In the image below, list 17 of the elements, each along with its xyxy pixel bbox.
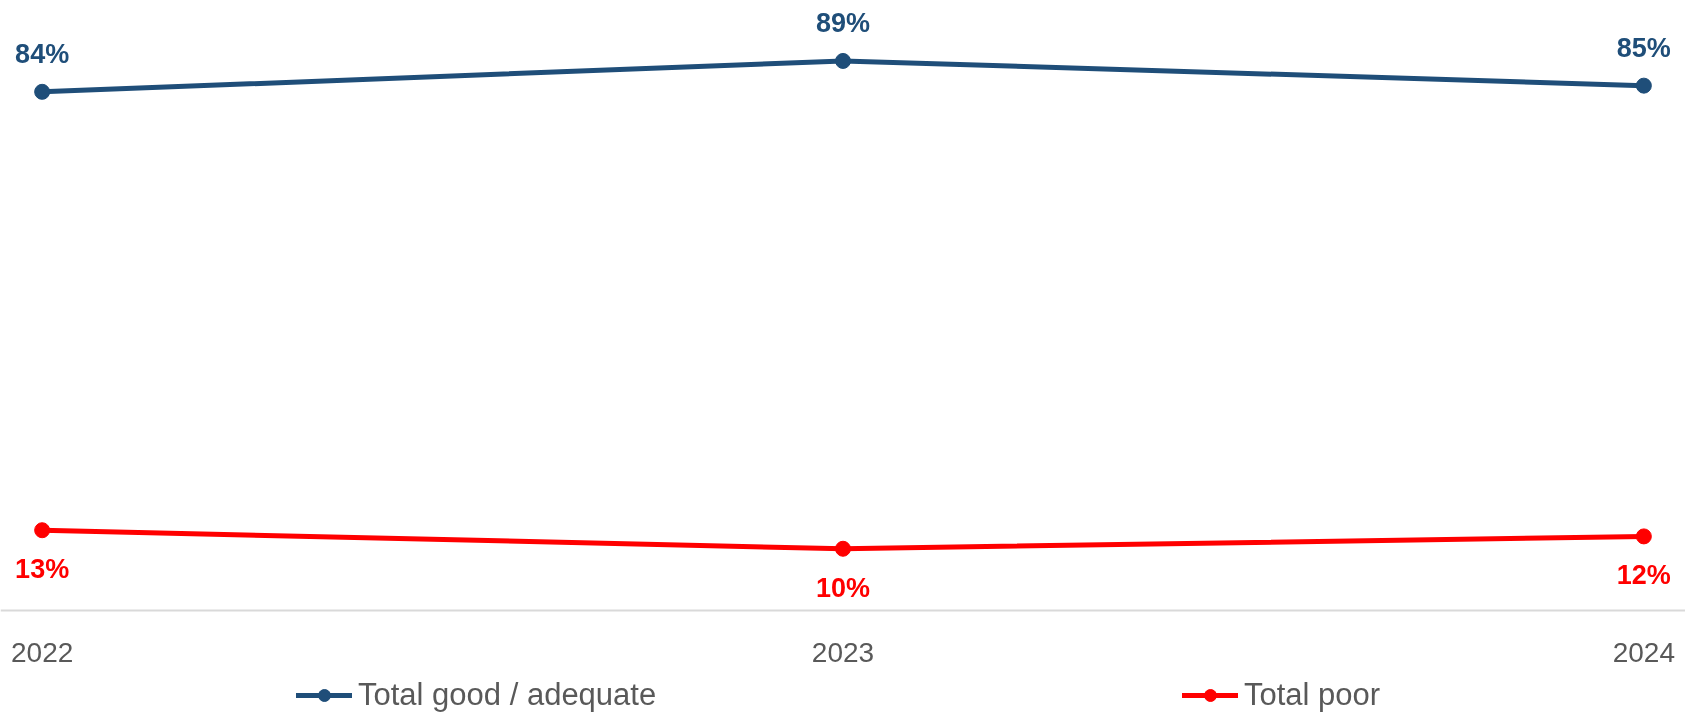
data-label: 13% <box>15 554 70 585</box>
data-label: 84% <box>15 38 70 69</box>
x-tick-label: 2022 <box>11 636 74 668</box>
point <box>835 540 851 557</box>
legend-label: Total poor <box>1244 677 1381 713</box>
point <box>1635 528 1652 545</box>
data-label: 85% <box>1616 32 1671 63</box>
point <box>835 52 851 69</box>
point <box>1635 77 1652 94</box>
x-tick-label: 2024 <box>1612 636 1676 668</box>
point <box>34 522 51 539</box>
x-tick-label: 2023 <box>811 636 875 668</box>
data-label: 10% <box>815 572 871 603</box>
data-label: 89% <box>815 7 871 38</box>
data-label: 12% <box>1616 560 1671 591</box>
legend-label: Total good / adequate <box>358 677 657 713</box>
point <box>34 83 51 100</box>
